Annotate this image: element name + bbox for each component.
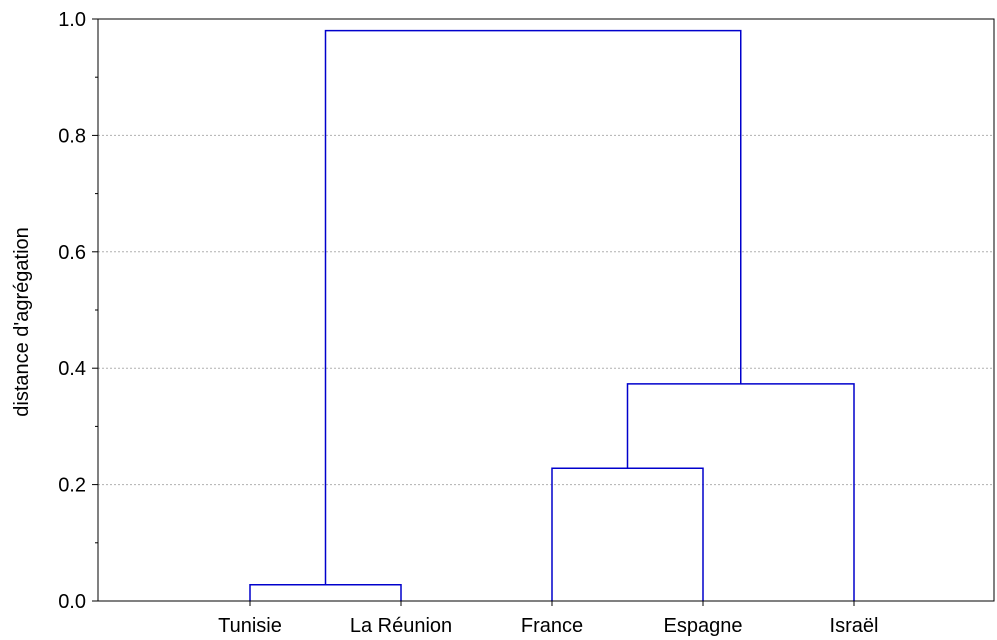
y-tick-label: 1.0 xyxy=(58,9,86,31)
y-tick-label: 0.8 xyxy=(58,125,86,147)
dendrogram-links xyxy=(249,29,855,601)
x-axis: Tunisie La Réunion France Espagne Israël xyxy=(218,601,878,637)
dendrogram-link xyxy=(626,383,855,601)
leaf-label: Israël xyxy=(830,615,879,637)
y-tick-label: 0.4 xyxy=(58,358,86,380)
leaf-label: Tunisie xyxy=(218,615,282,637)
y-axis-label: distance d'agrégation xyxy=(11,227,33,417)
y-tick-label: 0.0 xyxy=(58,591,86,613)
leaf-label: Espagne xyxy=(664,615,743,637)
leaf-label: France xyxy=(521,615,583,637)
dendrogram-link xyxy=(324,29,742,585)
dendrogram-link xyxy=(551,467,704,601)
y-axis: 0.0 0.2 0.4 0.6 0.8 1.0 xyxy=(58,9,98,613)
plot-frame xyxy=(97,18,995,602)
y-tick-label: 0.2 xyxy=(58,475,86,497)
plot-border xyxy=(97,18,995,602)
dendrogram-link xyxy=(249,583,402,601)
grid-lines xyxy=(98,134,994,486)
leaf-label: La Réunion xyxy=(350,615,452,637)
y-tick-label: 0.6 xyxy=(58,242,86,264)
